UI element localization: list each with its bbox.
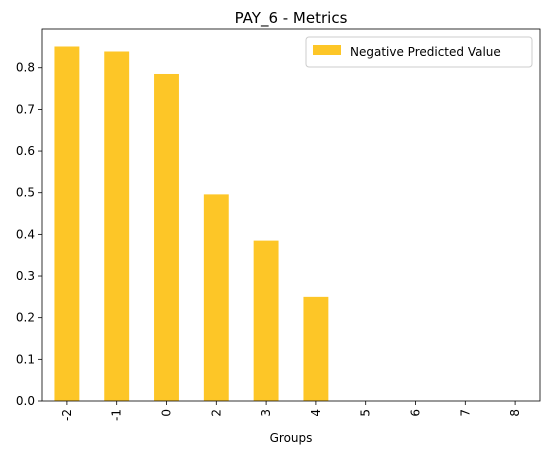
y-tick-label: 0.2 <box>16 311 35 325</box>
x-tick-label: 6 <box>409 409 423 417</box>
x-tick-label: 8 <box>508 409 522 417</box>
bar-2 <box>203 194 229 401</box>
legend: Negative Predicted Value <box>305 36 533 68</box>
y-tick-label: 0.8 <box>16 61 35 75</box>
bar--2 <box>54 46 80 401</box>
x-axis-label: Groups <box>270 431 313 445</box>
plot-area: 0.0 0.1 0.2 0.3 0.4 0.5 0.6 0.7 0.8 -2 -1 0 2 3 4 5 6 7 8 <box>16 28 541 421</box>
bar--1 <box>104 51 130 401</box>
y-tick-label: 0.6 <box>16 144 35 158</box>
legend-label: Negative Predicted Value <box>350 45 501 59</box>
x-tick-label: 3 <box>259 409 273 417</box>
x-tick-label: 7 <box>458 409 472 417</box>
plot-frame <box>41 28 541 402</box>
chart-title: PAY_6 - Metrics <box>235 9 348 28</box>
y-tick-label: 0.1 <box>16 352 35 366</box>
y-tick-label: 0.7 <box>16 102 35 116</box>
x-tick-label: 2 <box>209 409 223 417</box>
legend-swatch <box>313 45 341 55</box>
bar-3 <box>253 240 279 401</box>
y-tick-label: 0.3 <box>16 269 35 283</box>
x-tick-label: 0 <box>160 409 174 417</box>
bar-0 <box>154 73 179 401</box>
y-tick-label: 0.5 <box>16 186 35 200</box>
x-tick-label: 5 <box>359 409 373 417</box>
y-tick-label: 0.4 <box>16 227 35 241</box>
x-tick-label: -1 <box>110 409 124 421</box>
legend-frame <box>305 36 533 68</box>
bar-4 <box>303 296 329 401</box>
x-tick-label: -2 <box>60 409 74 421</box>
x-tick-label: 4 <box>309 409 323 417</box>
y-tick-label: 0.0 <box>16 394 35 408</box>
